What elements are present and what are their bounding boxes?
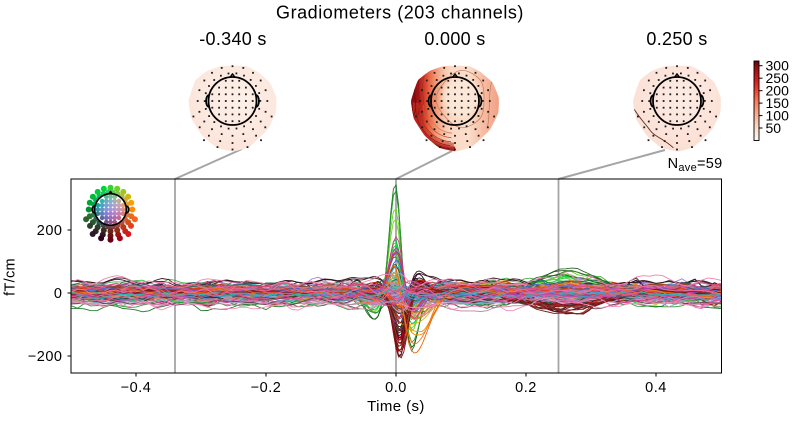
- svg-text:0.250 s: 0.250 s: [646, 29, 707, 49]
- svg-text:−200: −200: [28, 349, 63, 365]
- svg-text:0.2: 0.2: [515, 380, 537, 396]
- svg-text:Time (s): Time (s): [367, 398, 425, 415]
- svg-text:50: 50: [766, 120, 782, 136]
- svg-text:0.4: 0.4: [645, 380, 667, 396]
- svg-text:100: 100: [766, 108, 790, 124]
- svg-text:250: 250: [766, 70, 790, 86]
- svg-text:0.000 s: 0.000 s: [424, 29, 485, 49]
- svg-text:fT/cm: fT/cm: [3, 258, 19, 296]
- svg-text:−0.2: −0.2: [251, 380, 282, 396]
- svg-text:0.0: 0.0: [385, 380, 407, 396]
- svg-text:300: 300: [766, 58, 790, 74]
- svg-text:200: 200: [37, 223, 63, 239]
- svg-text:150: 150: [766, 95, 790, 111]
- svg-text:200: 200: [766, 83, 790, 99]
- svg-text:−0.4: −0.4: [121, 380, 152, 396]
- svg-text:-0.340 s: -0.340 s: [199, 29, 266, 49]
- svg-text:0: 0: [54, 286, 63, 302]
- svg-text:Gradiometers (203 channels): Gradiometers (203 channels): [276, 3, 524, 23]
